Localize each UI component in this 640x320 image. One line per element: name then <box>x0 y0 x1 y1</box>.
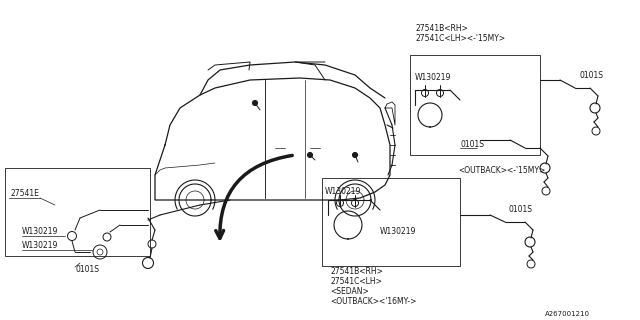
Text: <OUTBACK><-'15MY>: <OUTBACK><-'15MY> <box>458 165 545 174</box>
Text: W130219: W130219 <box>22 228 58 236</box>
Text: <SEDAN>: <SEDAN> <box>330 287 369 297</box>
Circle shape <box>253 100 257 106</box>
Text: 0101S: 0101S <box>460 140 484 148</box>
FancyArrowPatch shape <box>216 156 292 238</box>
Text: A267001210: A267001210 <box>545 311 590 317</box>
Text: 27541C<LH><-'15MY>: 27541C<LH><-'15MY> <box>415 34 505 43</box>
Text: 0101S: 0101S <box>508 205 532 214</box>
Bar <box>5 168 150 256</box>
Text: W130219: W130219 <box>415 73 451 82</box>
Text: W130219: W130219 <box>22 242 58 251</box>
Text: 0101S: 0101S <box>75 266 99 275</box>
Text: W130219: W130219 <box>325 188 362 196</box>
Text: 27541B<RH>: 27541B<RH> <box>330 268 383 276</box>
Bar <box>322 178 460 266</box>
Circle shape <box>307 153 312 157</box>
Text: 0101S: 0101S <box>580 70 604 79</box>
Text: 27541C<LH>: 27541C<LH> <box>330 277 382 286</box>
Bar <box>410 55 540 155</box>
Circle shape <box>353 153 358 157</box>
Text: <OUTBACK><'16MY->: <OUTBACK><'16MY-> <box>330 298 417 307</box>
Text: 27541B<RH>: 27541B<RH> <box>415 23 468 33</box>
Text: 27541E: 27541E <box>10 188 39 197</box>
Text: W130219: W130219 <box>380 228 417 236</box>
